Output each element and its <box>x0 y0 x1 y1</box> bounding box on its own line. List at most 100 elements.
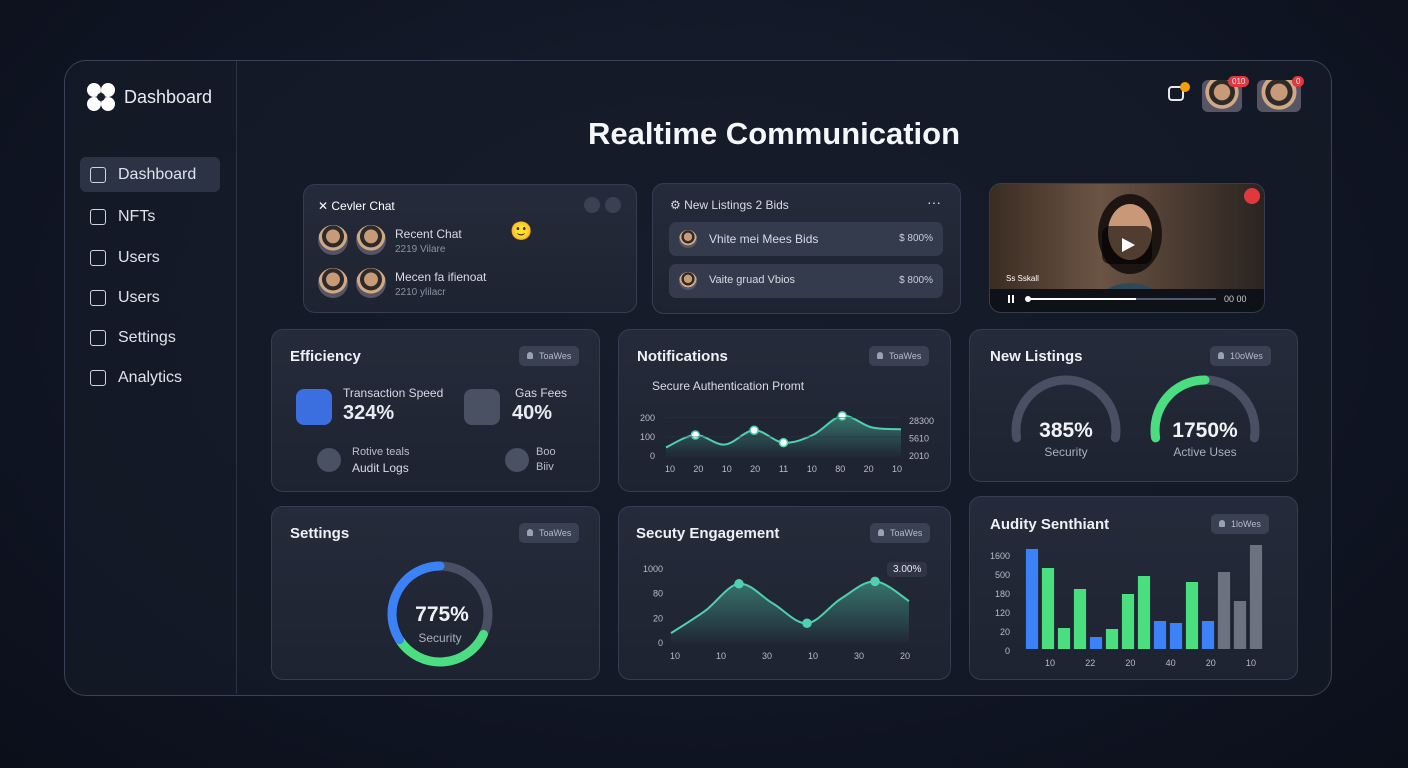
bar <box>1153 621 1167 649</box>
nav-item[interactable]: Users <box>80 280 220 315</box>
area <box>666 415 901 456</box>
nav-icon <box>90 250 106 266</box>
y-tick-label: 20 <box>653 613 663 623</box>
y2-tick-label: 2010 <box>909 451 929 461</box>
point <box>749 425 759 435</box>
bar <box>1137 576 1151 649</box>
y-tick-label: 1000 <box>643 564 663 574</box>
point <box>837 411 847 421</box>
y-tick-label: 100 <box>640 432 655 442</box>
emoji: 🙂 <box>510 221 533 241</box>
x-tick-label: 10 <box>1246 658 1256 668</box>
x-tick-label: 10 <box>1045 658 1055 668</box>
item-line: Audit Logs <box>352 461 409 475</box>
y-tick-label: 20 <box>1000 627 1010 637</box>
video-time: 00 00 <box>1224 294 1247 304</box>
card-badge[interactable]: ToaWes <box>519 346 580 366</box>
nav-icon <box>90 290 106 306</box>
point <box>734 579 744 589</box>
lock-icon <box>296 389 332 425</box>
item-line: Biiv <box>536 461 554 473</box>
chat-name: Recent Chat <box>395 227 462 241</box>
bids-card: ⚙ New Listings 2 Bids ··· Vhite mei Mees… <box>652 183 961 314</box>
bar <box>1217 572 1231 649</box>
gauge-value: 385% <box>1039 419 1093 442</box>
nav-icon <box>90 209 106 225</box>
y-tick-label: 180 <box>995 589 1010 599</box>
x-tick-label: 10 <box>716 651 726 661</box>
bid-label: Vaite gruad Vbios <box>709 274 796 286</box>
card-title: Notifications <box>637 348 728 365</box>
stat-label: Gas Fees <box>515 386 568 400</box>
chat-card: ✕ Cevler Chat Recent Chat 2219 Vilare 🙂 … <box>303 184 637 313</box>
point <box>870 576 880 587</box>
nav-item[interactable]: Analytics <box>80 360 220 395</box>
brand-logo <box>87 83 115 111</box>
x-tick-label: 10 <box>892 464 902 474</box>
video-frame <box>990 188 1264 312</box>
nav-item[interactable]: Dashboard <box>80 157 220 192</box>
avatar <box>679 272 697 290</box>
nav-item[interactable]: Settings <box>80 320 220 355</box>
bar <box>1057 628 1071 649</box>
mic-icon[interactable] <box>605 197 621 213</box>
call-icon[interactable] <box>584 197 600 213</box>
notifications-card: Notifications ToaWes Secure Authenticati… <box>618 329 951 492</box>
notification-icon[interactable] <box>1166 80 1192 106</box>
card-subtitle: Secure Authentication Promt <box>652 379 805 393</box>
nav-icon <box>90 167 106 183</box>
x-tick-label: 22 <box>1085 658 1095 668</box>
x-tick-label: 10 <box>722 464 732 474</box>
bid-row[interactable]: Vhite mei Mees Bids $ 800% <box>669 222 943 256</box>
gauge-track <box>1011 375 1121 443</box>
card-badge[interactable]: ToaWes <box>870 523 931 543</box>
chat-meta: 2210 ylilacr <box>395 287 446 298</box>
y2-tick-label: 5610 <box>909 434 929 444</box>
nav-label: NFTs <box>118 208 156 225</box>
card-badge[interactable]: ToaWes <box>869 346 930 366</box>
bar <box>1073 589 1087 649</box>
x-tick-label: 10 <box>665 464 675 474</box>
ring-label: Security <box>418 631 461 645</box>
page-title: Realtime Communication <box>587 116 961 151</box>
nav-icon <box>90 370 106 386</box>
avatar <box>318 268 348 298</box>
nav-icon <box>90 330 106 346</box>
listings-card: New Listings 10oWes 385% Security 1750% Act… <box>969 329 1298 482</box>
card-title: Efficiency <box>290 348 361 365</box>
stat-value: 40% <box>512 402 553 424</box>
bar <box>1121 594 1135 649</box>
x-tick-label: 20 <box>1206 658 1216 668</box>
gauge-label: Active Uses <box>1173 445 1236 459</box>
stat-value: 324% <box>343 402 395 424</box>
nav-item[interactable]: NFTs <box>80 199 220 234</box>
point <box>690 430 701 440</box>
x-tick-label: 20 <box>693 464 703 474</box>
nav-label: Analytics <box>118 369 183 386</box>
card-title-text: New Listings 2 Bids <box>684 198 789 212</box>
bar <box>1233 601 1247 649</box>
card-badge[interactable]: ToaWes <box>519 523 580 543</box>
nav-item[interactable]: Users <box>80 240 220 275</box>
nav-label: Dashboard <box>118 166 197 183</box>
bid-row[interactable]: Vaite gruad Vbios $ 800% <box>669 264 943 298</box>
x-tick-label: 10 <box>670 651 680 661</box>
y-tick-label: 0 <box>1005 646 1010 656</box>
x-tick-label: 40 <box>1166 658 1176 668</box>
video-card: Ss Sskall 00 00 <box>989 183 1265 313</box>
audit-card: Audity Senthiant 1loWes 0 20 120 180 500 1600… <box>969 496 1298 680</box>
item-line: Boo <box>536 446 556 458</box>
card-badge[interactable]: 10oWes <box>1210 346 1271 366</box>
ring-fill <box>387 561 445 645</box>
card-badge[interactable]: 1loWes <box>1211 514 1269 534</box>
ring-gauge: 775% Security <box>387 561 493 667</box>
area <box>671 581 909 643</box>
more-icon[interactable]: ··· <box>927 194 941 210</box>
bar <box>1025 549 1039 649</box>
x-tick-label: 30 <box>762 651 772 661</box>
card-title: Secuty Engagement <box>636 525 780 542</box>
point <box>802 618 812 629</box>
engagement-card: Secuty Engagement ToaWes 3.00% 10 10 30 10 3… <box>618 506 951 680</box>
bid-label: Vhite mei Mees Bids <box>709 232 819 246</box>
